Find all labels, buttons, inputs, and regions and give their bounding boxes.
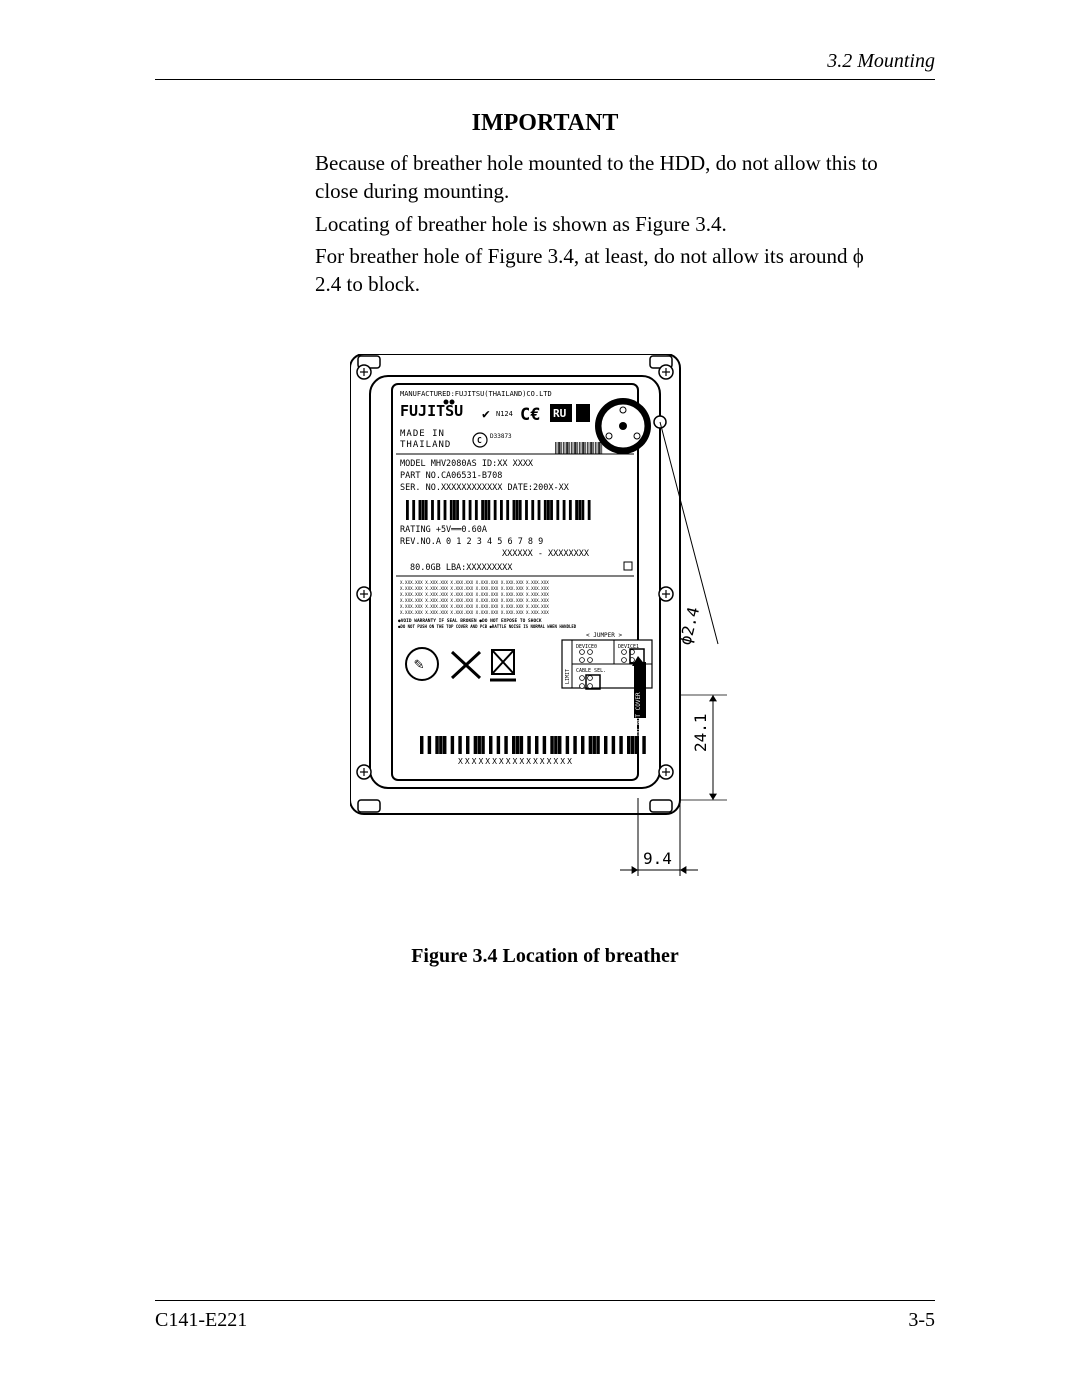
svg-text:●DO NOT PUSH ON THE TOP COVER: ●DO NOT PUSH ON THE TOP COVER AND PCB ●R… (398, 624, 577, 629)
svg-text:D33873: D33873 (490, 433, 512, 440)
svg-text:C: C (477, 436, 482, 445)
svg-text:MODEL MHV2080AS ID:XX: MODEL MHV2080AS ID:XX XXXX (400, 459, 534, 469)
important-heading: IMPORTANT (155, 110, 935, 137)
svg-text:X.XXX.XXX X.XXX.XXX X.XXX.XXX: X.XXX.XXX X.XXX.XXX X.XXX.XXX X.XXX.XXX … (400, 592, 549, 597)
svg-text:C€: C€ (520, 405, 540, 425)
svg-text:9.4: 9.4 (643, 849, 672, 868)
svg-text:X.XXX.XXX X.XXX.XXX X.XXX.XXX: X.XXX.XXX X.XXX.XXX X.XXX.XXX X.XXX.XXX … (400, 580, 549, 585)
footer-page-number: 3-5 (908, 1309, 935, 1332)
svg-text:DO NOT COVER: DO NOT COVER (635, 692, 642, 736)
svg-text:FUJITSU: FUJITSU (400, 402, 463, 420)
important-body: Because of breather hole mounted to the … (315, 149, 885, 299)
page-content: 3.2 Mounting IMPORTANT Because of breath… (155, 50, 935, 968)
svg-text:THAILAND: THAILAND (400, 440, 451, 450)
svg-text:MANUFACTURED:FUJITSU(THAILAND): MANUFACTURED:FUJITSU(THAILAND)CO.LTD (400, 390, 552, 398)
important-p2: Locating of breather hole is shown as Fi… (315, 210, 885, 238)
svg-text:< JUMPER >: < JUMPER > (586, 632, 623, 639)
footer-doc-id: C141-E221 (155, 1309, 247, 1332)
footer-rule (155, 1300, 935, 1301)
header-rule (155, 79, 935, 80)
important-p1: Because of breather hole mounted to the … (315, 149, 885, 206)
svg-text:DEVICE0: DEVICE0 (576, 644, 597, 650)
svg-text:XXXXXXXXXXXXXXXXX: XXXXXXXXXXXXXXXXX (458, 757, 574, 766)
svg-text:LIMIT: LIMIT (565, 669, 571, 684)
svg-text:XXXXXX - XXXXXXXX: XXXXXX - XXXXXXXX (502, 549, 590, 559)
svg-text:REV.NO.A 0 1 2 3 4 5 6 7 8 9: REV.NO.A 0 1 2 3 4 5 6 7 8 9 (400, 537, 543, 547)
svg-text:X.XXX.XXX X.XXX.XXX X.XXX.XXX: X.XXX.XXX X.XXX.XXX X.XXX.XXX X.XXX.XXX … (400, 610, 549, 615)
svg-text:✎: ✎ (414, 654, 424, 673)
hdd-diagram: MANUFACTURED:FUJITSU(THAILAND)CO.LTD FUJI… (350, 354, 740, 914)
svg-text:RATING +5V══0.60A: RATING +5V══0.60A (400, 525, 487, 535)
svg-text:X.XXX.XXX X.XXX.XXX X.XXX.XXX: X.XXX.XXX X.XXX.XXX X.XXX.XXX X.XXX.XXX … (400, 604, 549, 609)
svg-text:X.XXX.XXX X.XXX.XXX X.XXX.XXX: X.XXX.XXX X.XXX.XXX X.XXX.XXX X.XXX.XXX … (400, 586, 549, 591)
svg-text:CABLE SEL.: CABLE SEL. (576, 668, 606, 674)
svg-text:PART NO.CA06531-B708: PART NO.CA06531-B708 (400, 471, 502, 481)
important-p3: For breather hole of Figure 3.4, at leas… (315, 242, 885, 299)
page-footer: C141-E221 3-5 (155, 1300, 935, 1332)
svg-text:24.1: 24.1 (691, 713, 710, 752)
svg-text:80.0GB LBA:XXXXXXXXX: 80.0GB LBA:XXXXXXXXX (410, 563, 513, 573)
section-header: 3.2 Mounting (155, 50, 935, 73)
svg-text:N124: N124 (496, 410, 513, 418)
svg-text:X.XXX.XXX X.XXX.XXX X.XXX.XXX: X.XXX.XXX X.XXX.XXX X.XXX.XXX X.XXX.XXX … (400, 598, 549, 603)
figure-container: MANUFACTURED:FUJITSU(THAILAND)CO.LTD FUJI… (155, 354, 935, 968)
svg-text:✔: ✔ (482, 407, 490, 422)
svg-text:RU: RU (553, 407, 567, 420)
svg-text:SER. NO.XXXXXXXXXXXX DATE:200: SER. NO.XXXXXXXXXXXX DATE:200X-XX (400, 483, 570, 493)
svg-text:MADE IN: MADE IN (400, 429, 445, 439)
figure-caption: Figure 3.4 Location of breather (155, 945, 935, 968)
